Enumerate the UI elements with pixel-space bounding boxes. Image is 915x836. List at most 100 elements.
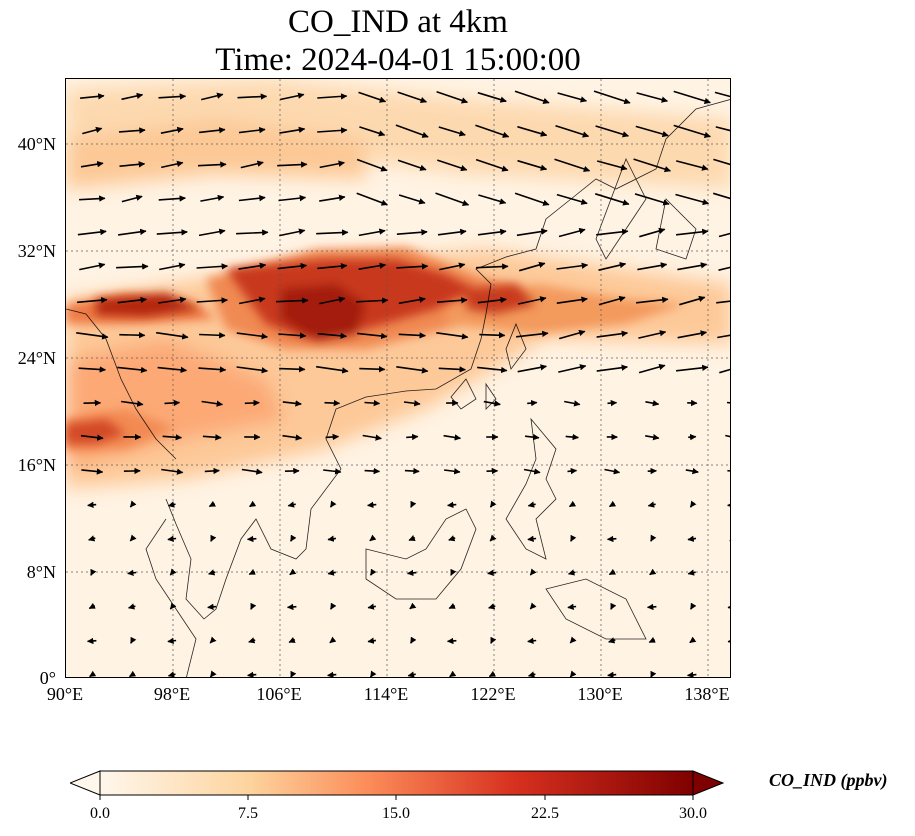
wind-arrow — [356, 297, 389, 304]
wind-arrow — [488, 603, 496, 610]
wind-arrow — [199, 332, 226, 339]
wind-arrow — [487, 569, 497, 577]
wind-arrow — [330, 602, 337, 610]
wind-arrow — [397, 159, 427, 171]
wind-arrow — [325, 433, 340, 441]
wind-arrow — [277, 161, 308, 168]
wind-arrow — [80, 93, 105, 100]
map-panel[interactable] — [65, 78, 731, 678]
wind-arrow — [638, 363, 666, 374]
wind-arrow — [527, 399, 538, 407]
wind-vectors — [76, 90, 730, 677]
wind-arrow — [570, 534, 577, 542]
wind-arrow — [362, 434, 382, 441]
wind-arrow — [409, 602, 417, 610]
wind-arrow — [554, 158, 591, 173]
wind-arrow — [196, 297, 228, 304]
wind-arrow — [565, 433, 579, 441]
colorbar — [70, 770, 725, 800]
wind-arrow — [523, 468, 541, 475]
wind-arrow — [558, 364, 587, 373]
wind-arrow — [716, 300, 730, 304]
colorbar-gradient — [99, 770, 694, 796]
wind-arrow — [596, 228, 629, 236]
wind-arrow — [319, 160, 345, 169]
wind-arrow — [121, 194, 143, 203]
wind-arrow — [596, 364, 628, 372]
wind-arrow — [315, 365, 349, 374]
wind-arrow — [647, 501, 656, 508]
map-canvas — [66, 79, 730, 677]
wind-arrow — [155, 331, 189, 340]
wind-arrow — [164, 399, 181, 407]
wind-arrow — [558, 227, 586, 238]
wind-arrow — [593, 90, 631, 105]
map-title-line2: Time: 2024-04-01 15:00:00 — [215, 42, 581, 78]
wind-arrow — [569, 670, 577, 677]
wind-arrow — [198, 366, 227, 373]
wind-arrow — [608, 637, 616, 644]
wind-arrow — [169, 602, 177, 610]
wind-arrow — [555, 124, 590, 138]
wind-arrow — [607, 399, 618, 407]
wind-arrow — [596, 160, 628, 171]
wind-arrow — [80, 160, 104, 168]
wind-arrow — [204, 467, 220, 475]
wind-arrow — [80, 434, 104, 441]
wind-arrow — [246, 535, 257, 543]
wind-arrow — [436, 297, 468, 304]
wind-arrow — [90, 568, 97, 576]
wind-arrow — [516, 330, 549, 338]
wind-arrow — [489, 534, 497, 542]
wind-arrow — [443, 468, 461, 475]
wind-arrow — [514, 192, 550, 206]
wind-arrow — [236, 332, 268, 340]
wind-arrow — [556, 193, 588, 205]
wind-arrow — [369, 534, 377, 542]
wind-arrow — [527, 637, 537, 644]
wind-arrow — [676, 364, 709, 372]
wind-arrow — [359, 366, 386, 373]
lon-tick-label: 114°E — [363, 684, 409, 704]
wind-arrow — [87, 501, 97, 509]
wind-arrow — [89, 670, 97, 677]
wind-arrow — [238, 126, 266, 134]
wind-arrow — [237, 93, 268, 100]
wind-arrow — [236, 366, 269, 374]
wind-arrow — [317, 93, 348, 100]
wind-arrow — [358, 91, 387, 103]
wind-arrow — [367, 501, 377, 509]
wind-arrow — [324, 399, 341, 407]
wind-arrow — [327, 671, 337, 677]
wind-arrow — [556, 262, 589, 270]
wind-arrow — [595, 125, 630, 138]
wind-arrow — [727, 637, 730, 644]
wind-arrow — [199, 127, 226, 134]
wind-arrow — [606, 535, 617, 543]
wind-arrow — [478, 194, 507, 205]
wind-arrow — [564, 400, 581, 407]
wind-arrow — [567, 603, 577, 610]
wind-arrow — [569, 636, 577, 644]
wind-arrow — [436, 332, 469, 340]
wind-arrow — [82, 126, 103, 135]
lon-tick-label: 98°E — [153, 684, 191, 704]
wind-arrow — [436, 90, 469, 104]
wind-arrow — [398, 296, 426, 305]
wind-arrow — [477, 296, 507, 304]
wind-arrow — [396, 263, 429, 270]
colorbar-label: CO_IND (ppbv) — [769, 770, 888, 790]
wind-arrow — [196, 263, 229, 270]
lon-tick-label: 106°E — [256, 684, 302, 704]
wind-arrow — [158, 296, 187, 304]
gridlines — [66, 79, 730, 677]
wind-arrow — [689, 636, 697, 644]
wind-arrow — [450, 568, 457, 576]
wind-arrow — [517, 296, 547, 305]
wind-arrow — [447, 501, 457, 509]
wind-arrow — [406, 433, 419, 441]
wind-arrow — [117, 366, 148, 374]
wind-arrow — [290, 670, 297, 677]
wind-arrow — [276, 297, 309, 304]
wind-arrow — [518, 261, 546, 272]
